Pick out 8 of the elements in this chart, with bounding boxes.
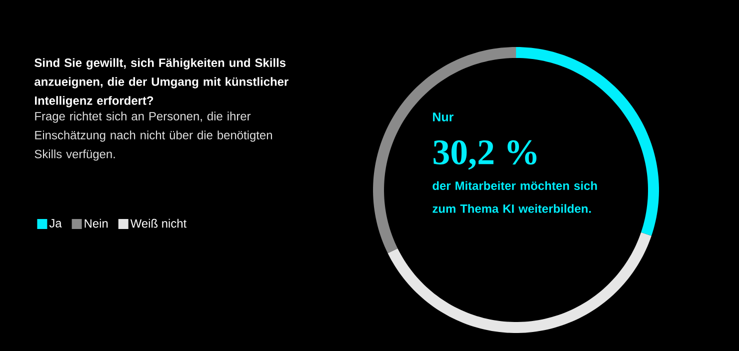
text: Frage richtet sich an Personen, die ihrer Einschätzung nach nicht über die benötigten Skills verfügen. [34, 112, 272, 161]
text: Nur [433, 112, 454, 122]
text: Sind Sie gewillt, sich Fähigkeiten und Skills anzueignen, die der Umgang mit künstlicher Intelligenz erfordert? [34, 58, 288, 108]
text: der Mitarbeiter möchten sich zum Thema KI weiterbilden. [432, 181, 597, 213]
legend-label: Nein [84, 218, 108, 228]
legend-label: Ja [49, 219, 62, 228]
text: 30,2 % [434, 140, 536, 170]
legend-label: Weiß nicht [130, 218, 187, 228]
